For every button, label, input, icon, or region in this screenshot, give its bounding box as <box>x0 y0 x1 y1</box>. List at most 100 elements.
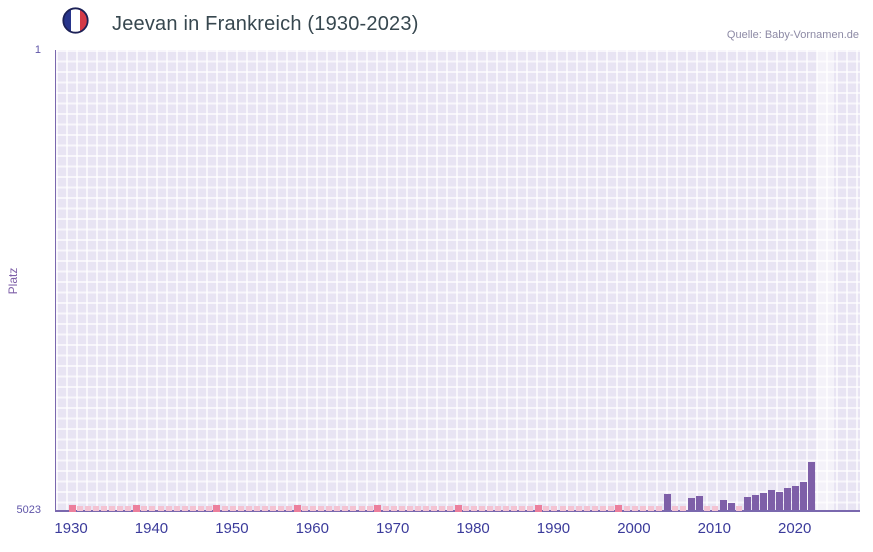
unranked-mark <box>712 506 719 511</box>
rank-bar <box>727 502 735 510</box>
unranked-mark <box>342 506 349 511</box>
unranked-mark-dark <box>534 505 542 512</box>
flag-ring <box>62 7 89 34</box>
x-tick-label: 2000 <box>617 520 651 537</box>
x-tick-label: 1970 <box>375 520 410 537</box>
unranked-mark <box>77 506 84 511</box>
unranked-mark <box>326 506 333 511</box>
rank-bar <box>687 498 695 510</box>
unranked-mark <box>165 506 172 511</box>
unranked-mark <box>125 506 132 511</box>
rank-bar <box>776 491 784 510</box>
flag-stripe-white <box>71 8 80 33</box>
unranked-mark <box>519 506 526 511</box>
unranked-mark <box>414 506 421 511</box>
rank-bar <box>768 490 776 510</box>
unranked-mark <box>173 506 180 511</box>
rank-bar <box>663 494 671 510</box>
unranked-mark <box>382 506 389 511</box>
unranked-mark <box>141 506 148 511</box>
x-tick-label: 2010 <box>697 520 731 537</box>
unranked-mark <box>639 506 646 511</box>
unranked-mark <box>286 506 293 511</box>
x-tick-label: 1960 <box>295 520 329 537</box>
unranked-mark-dark <box>615 505 623 512</box>
unranked-mark <box>237 506 244 511</box>
rank-bar <box>760 493 768 510</box>
rank-bar <box>808 462 816 510</box>
unranked-mark <box>551 506 558 511</box>
unranked-mark <box>471 506 478 511</box>
x-tick-label: 1930 <box>54 520 88 537</box>
unranked-mark <box>631 506 638 511</box>
unranked-mark-dark <box>454 505 462 512</box>
unranked-mark <box>350 506 357 511</box>
unranked-mark <box>205 506 212 511</box>
flag-stripe-red <box>80 8 88 33</box>
unranked-mark <box>229 506 236 511</box>
unranked-mark <box>318 506 325 511</box>
unranked-mark <box>479 506 486 511</box>
unranked-mark <box>511 506 518 511</box>
unranked-mark <box>406 506 413 511</box>
unranked-mark <box>302 506 309 511</box>
rank-bar <box>695 496 703 510</box>
unranked-mark-dark <box>68 505 76 512</box>
unranked-mark <box>487 506 494 511</box>
unranked-mark <box>647 506 654 511</box>
unranked-mark <box>575 506 582 511</box>
unranked-mark <box>149 506 156 511</box>
unranked-mark <box>680 506 687 511</box>
unranked-mark <box>463 506 470 511</box>
unranked-mark <box>197 506 204 511</box>
source-attribution: Quelle: Baby-Vornamen.de <box>726 29 859 41</box>
unranked-mark <box>390 506 397 511</box>
unranked-mark <box>109 506 116 511</box>
unranked-mark <box>85 506 92 511</box>
unranked-mark <box>221 506 228 511</box>
unranked-mark <box>543 506 550 511</box>
rank-bar <box>800 482 808 510</box>
france-flag-icon <box>62 7 89 34</box>
y-tick-label: 1 <box>34 44 41 56</box>
rank-bar <box>719 500 727 510</box>
unranked-mark <box>736 506 743 511</box>
unranked-mark <box>503 506 510 511</box>
unranked-mark <box>117 506 124 511</box>
x-tick-label: 1990 <box>536 520 571 537</box>
unranked-mark <box>270 506 277 511</box>
rank-bar <box>743 496 751 510</box>
x-axis: 1930 1940 1950 1960 1970 1980 1990 2000 2010 2020 <box>54 514 860 540</box>
unranked-mark <box>446 506 453 511</box>
unranked-mark <box>254 506 260 511</box>
unranked-mark-dark <box>132 505 140 512</box>
rank-bar <box>784 488 792 510</box>
unranked-mark <box>656 506 662 511</box>
unranked-mark-dark <box>293 505 301 512</box>
france-flag-icon <box>62 7 89 34</box>
unranked-mark <box>278 506 285 511</box>
flag-stripe-blue <box>63 8 71 33</box>
unranked-mark <box>591 506 598 511</box>
x-tick-label: 1940 <box>134 520 169 537</box>
rank-bar <box>792 485 800 510</box>
x-tick-label: 1950 <box>215 520 249 537</box>
unranked-mark <box>559 506 566 511</box>
page-title: Jeevan in Frankreich (1930-2023) <box>112 13 419 35</box>
unranked-mark <box>358 506 365 511</box>
unranked-mark <box>583 506 590 511</box>
unranked-mark-dark <box>374 505 382 512</box>
unranked-mark <box>181 506 188 511</box>
unranked-mark <box>607 506 614 511</box>
unranked-mark <box>430 506 437 511</box>
unranked-mark <box>599 506 606 511</box>
unranked-mark <box>422 506 429 511</box>
unranked-mark <box>334 506 341 511</box>
unranked-mark <box>157 506 164 511</box>
unranked-mark <box>527 506 534 511</box>
unranked-mark <box>704 506 711 511</box>
unranked-mark <box>672 506 679 511</box>
unranked-mark <box>245 506 252 511</box>
plot-area <box>55 50 860 512</box>
